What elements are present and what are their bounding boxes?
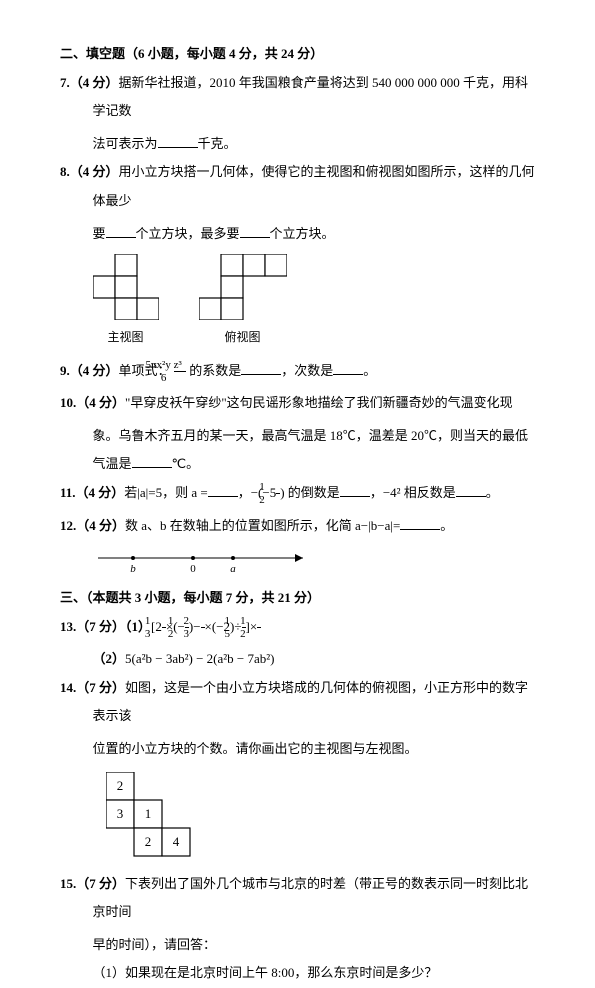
q12-numberline: b 0 a bbox=[60, 548, 535, 576]
svg-text:1: 1 bbox=[144, 806, 151, 821]
q9-frac: 5πx²y z³6 bbox=[174, 359, 186, 384]
q9-text2: 的系数是 bbox=[189, 363, 241, 378]
q11-blank2 bbox=[340, 482, 370, 497]
q13-e5: ]× bbox=[246, 619, 258, 634]
q13-e4: ×(−2)÷ bbox=[205, 619, 242, 634]
q9-label: 9.（4 分） bbox=[60, 363, 119, 378]
q10-text1: "早穿皮袄午穿纱"这句民谣形象地描绘了我们新疆奇妙的气温变化现 bbox=[125, 395, 513, 410]
q13-p2-label: （2） bbox=[93, 651, 126, 666]
q11-text5: 。 bbox=[486, 485, 499, 500]
q13-part2: （2）5(a²b − 3ab²) − 2(a²b − 7ab²) bbox=[60, 645, 535, 674]
q8-line2: 要 个立方块，最多要 个立方块。 bbox=[60, 220, 535, 249]
numberline-svg: b 0 a bbox=[93, 548, 313, 576]
q11-text2: ，−(−5 bbox=[238, 485, 277, 500]
q12-text2: 。 bbox=[440, 518, 453, 533]
q14-table-svg: 2 3 1 2 4 bbox=[106, 772, 196, 862]
svg-text:4: 4 bbox=[172, 834, 179, 849]
section3-heading: 三、（本题共 3 小题，每小题 7 分，共 21 分） bbox=[60, 584, 535, 613]
q14-line2: 位置的小立方块的个数。请你画出它的主视图与左视图。 bbox=[60, 735, 535, 764]
q7-text1: 据新华社报道，2010 年我国粮食产量将达到 540 000 000 000 千… bbox=[93, 75, 529, 119]
q7-label: 7.（4 分） bbox=[60, 75, 119, 90]
q10: 10.（4 分）"早穿皮袄午穿纱"这句民谣形象地描绘了我们新疆奇妙的气温变化现 bbox=[60, 389, 535, 418]
q12-label: 12.（4 分） bbox=[60, 518, 125, 533]
q9-blank2 bbox=[333, 360, 363, 375]
q8-text2: 要 bbox=[93, 226, 106, 241]
q13-e3: )− bbox=[189, 619, 201, 634]
q7-text3: 千克。 bbox=[198, 136, 237, 151]
q8-fig2: 俯视图 bbox=[199, 254, 287, 350]
top-view-svg bbox=[199, 254, 287, 320]
q9-text4: 。 bbox=[363, 363, 376, 378]
q7: 7.（4 分）据新华社报道，2010 年我国粮食产量将达到 540 000 00… bbox=[60, 69, 535, 126]
q15: 15.（7 分）下表列出了国外几个城市与北京的时差（带正号的数表示同一时刻比北京… bbox=[60, 870, 535, 927]
q9-text3: ，次数是 bbox=[281, 363, 333, 378]
q11-blank3 bbox=[456, 482, 486, 497]
q8-label: 8.（4 分） bbox=[60, 164, 119, 179]
svg-text:2: 2 bbox=[116, 778, 123, 793]
q8-blank2 bbox=[240, 223, 270, 238]
q9: 9.（4 分）单项式： 5πx²y z³6 的系数是，次数是。 bbox=[60, 357, 535, 386]
q15-line2: 早的时间），请回答： bbox=[60, 931, 535, 960]
q8: 8.（4 分）用小立方块搭一几何体，使得它的主视图和俯视图如图所示，这样的几何体… bbox=[60, 158, 535, 215]
svg-text:2: 2 bbox=[144, 834, 151, 849]
q10-text3: 气温是 bbox=[93, 456, 132, 471]
q13-f5: 12 bbox=[257, 615, 261, 640]
q8-fig1-label: 主视图 bbox=[93, 324, 159, 350]
q10-label: 10.（4 分） bbox=[60, 395, 125, 410]
q9-blank1 bbox=[241, 360, 281, 375]
q8-text3: 个立方块，最多要 bbox=[136, 226, 240, 241]
q11-text4: ，−4² 相反数是 bbox=[370, 485, 456, 500]
q8-text1: 用小立方块搭一几何体，使得它的主视图和俯视图如图所示，这样的几何体最少 bbox=[93, 164, 535, 208]
q14: 14.（7 分）如图，这是一个由小立方块塔成的几何体的俯视图，小正方形中的数字表… bbox=[60, 674, 535, 731]
q14-table: 2 3 1 2 4 bbox=[60, 772, 535, 862]
svg-text:a: a bbox=[230, 563, 236, 575]
q15-text1: 下表列出了国外几个城市与北京的时差（带正号的数表示同一时刻比北京时间 bbox=[93, 876, 529, 920]
q11-text3: ) 的倒数是 bbox=[280, 485, 340, 500]
q7-line2: 法可表示为 千克。 bbox=[60, 130, 535, 159]
q13-e1: [2 bbox=[151, 619, 162, 634]
q12: 12.（4 分）数 a、b 在数轴上的位置如图所示，化简 a−|b−a|= 。 bbox=[60, 512, 535, 541]
section2-heading: 二、填空题（6 小题，每小题 4 分，共 24 分） bbox=[60, 40, 535, 69]
q12-blank bbox=[400, 515, 440, 530]
q15-sub1: （1）如果现在是北京时间上午 8:00，那么东京时间是多少？ bbox=[60, 959, 535, 988]
svg-text:b: b bbox=[130, 563, 136, 575]
q10-text4: ℃。 bbox=[172, 456, 200, 471]
svg-text:3: 3 bbox=[116, 806, 123, 821]
q8-figures: 主视图 俯视图 bbox=[60, 254, 535, 350]
q8-fig2-label: 俯视图 bbox=[199, 324, 287, 350]
q14-label: 14.（7 分） bbox=[60, 680, 125, 695]
q10-blank bbox=[132, 453, 172, 468]
q13-label: 13.（7 分）（1） bbox=[60, 619, 151, 634]
q11: 11.（4 分）若|a|=5，则 a =，−(−512) 的倒数是，−4² 相反… bbox=[60, 479, 535, 508]
q13-p2-text: 5(a²b − 3ab²) − 2(a²b − 7ab²) bbox=[125, 651, 274, 666]
q7-text2: 法可表示为 bbox=[93, 136, 158, 151]
q13: 13.（7 分）（1）[213×(−12)−23×(−2)÷15]×12 bbox=[60, 613, 535, 642]
q11-text1: 若|a|=5，则 a = bbox=[124, 485, 207, 500]
q14-text1: 如图，这是一个由小立方块塔成的几何体的俯视图，小正方形中的数字表示该 bbox=[93, 680, 529, 724]
q8-text4: 个立方块。 bbox=[270, 226, 335, 241]
q10-line2: 象。乌鲁木齐五月的某一天，最高气温是 18℃，温差是 20℃，则当天的最低 bbox=[60, 422, 535, 451]
q11-blank1 bbox=[208, 482, 238, 497]
q8-blank1 bbox=[106, 223, 136, 238]
q7-blank bbox=[158, 133, 198, 148]
q15-label: 15.（7 分） bbox=[60, 876, 125, 891]
front-view-svg bbox=[93, 254, 159, 320]
svg-text:0: 0 bbox=[190, 563, 196, 575]
q8-fig1: 主视图 bbox=[93, 254, 159, 350]
q11-label: 11.（4 分） bbox=[60, 485, 124, 500]
q10-line3: 气温是 ℃。 bbox=[60, 450, 535, 479]
q12-text1: 数 a、b 在数轴上的位置如图所示，化简 a−|b−a|= bbox=[125, 518, 400, 533]
